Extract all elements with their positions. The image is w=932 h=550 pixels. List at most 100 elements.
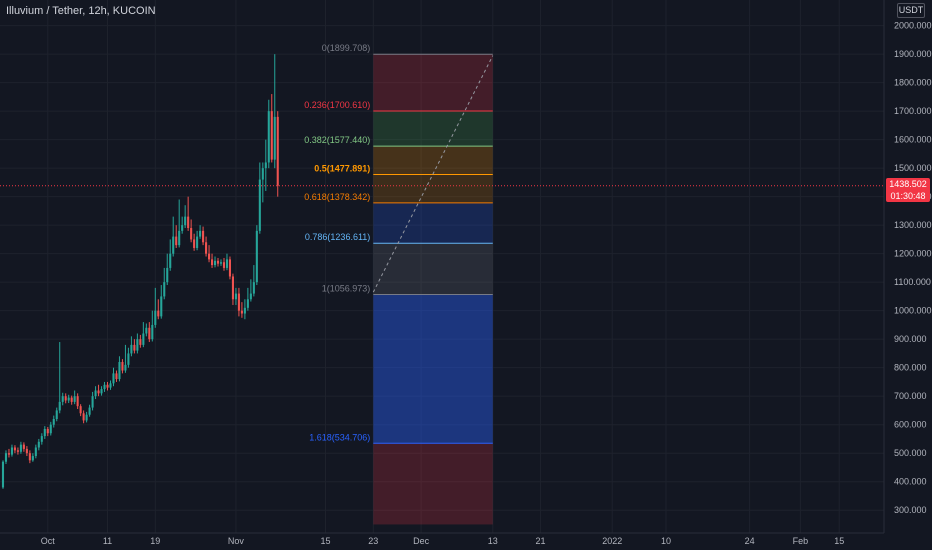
candle-body[interactable] xyxy=(175,237,177,246)
candle-body[interactable] xyxy=(109,383,111,387)
candle-body[interactable] xyxy=(190,228,192,239)
candle-body[interactable] xyxy=(26,449,28,453)
candle-body[interactable] xyxy=(163,282,165,296)
candle-body[interactable] xyxy=(20,445,22,452)
candle-body[interactable] xyxy=(133,345,135,351)
candle-body[interactable] xyxy=(148,328,150,339)
fib-level-label: 0(1899.708) xyxy=(322,43,371,53)
candle-body[interactable] xyxy=(259,180,261,231)
candle-body[interactable] xyxy=(277,117,279,186)
candle-body[interactable] xyxy=(74,396,76,402)
candle-body[interactable] xyxy=(136,339,138,350)
candle-body[interactable] xyxy=(241,311,243,314)
candle-body[interactable] xyxy=(217,261,219,264)
candle-body[interactable] xyxy=(232,276,234,299)
candle-body[interactable] xyxy=(223,262,225,268)
candle-body[interactable] xyxy=(121,362,123,371)
candle-body[interactable] xyxy=(250,294,252,300)
candle-body[interactable] xyxy=(5,453,7,462)
candle-body[interactable] xyxy=(199,231,201,237)
candle-body[interactable] xyxy=(56,410,58,419)
candle-body[interactable] xyxy=(35,447,37,456)
candle-body[interactable] xyxy=(100,389,102,393)
candle-body[interactable] xyxy=(226,259,228,268)
candle-body[interactable] xyxy=(59,402,61,411)
candle-body[interactable] xyxy=(50,425,52,434)
candle-body[interactable] xyxy=(181,225,183,231)
candle-body[interactable] xyxy=(274,117,276,160)
candle-body[interactable] xyxy=(256,231,258,282)
candle-body[interactable] xyxy=(142,333,144,344)
bar-countdown: 01:30:48 xyxy=(886,190,930,202)
candle-body[interactable] xyxy=(68,398,70,401)
candle-body[interactable] xyxy=(247,299,249,308)
candle-body[interactable] xyxy=(38,442,40,448)
candle-body[interactable] xyxy=(77,396,79,406)
candle-body[interactable] xyxy=(17,450,19,451)
candle-body[interactable] xyxy=(11,447,13,454)
candle-body[interactable] xyxy=(23,445,25,449)
candle-body[interactable] xyxy=(265,162,267,168)
candle-body[interactable] xyxy=(211,259,213,265)
candle-body[interactable] xyxy=(208,254,210,260)
candle-body[interactable] xyxy=(235,294,237,300)
candle-body[interactable] xyxy=(118,362,120,379)
candle-body[interactable] xyxy=(157,311,159,317)
candle-body[interactable] xyxy=(92,396,94,407)
candle-body[interactable] xyxy=(127,353,129,364)
candle-body[interactable] xyxy=(220,262,222,263)
price-axis-tick-label: 800.000 xyxy=(894,363,927,373)
candle-body[interactable] xyxy=(169,254,171,268)
time-axis-tick-label: 24 xyxy=(745,536,755,546)
candle-body[interactable] xyxy=(166,268,168,282)
candle-body[interactable] xyxy=(106,385,108,388)
candle-body[interactable] xyxy=(139,339,141,345)
candle-body[interactable] xyxy=(187,217,189,228)
candle-body[interactable] xyxy=(130,345,132,354)
candle-body[interactable] xyxy=(178,231,180,245)
candle-body[interactable] xyxy=(145,328,147,334)
candle-body[interactable] xyxy=(80,406,82,413)
candle-body[interactable] xyxy=(271,111,273,159)
candle-body[interactable] xyxy=(112,373,114,383)
candle-body[interactable] xyxy=(268,111,270,162)
candle-body[interactable] xyxy=(98,390,100,393)
candle-body[interactable] xyxy=(41,436,43,442)
candle-body[interactable] xyxy=(95,390,97,396)
candle-body[interactable] xyxy=(32,456,34,460)
candle-body[interactable] xyxy=(205,242,207,253)
candle-body[interactable] xyxy=(262,168,264,179)
candle-body[interactable] xyxy=(2,462,4,488)
candle-body[interactable] xyxy=(214,261,216,265)
candle-body[interactable] xyxy=(29,453,31,460)
currency-badge[interactable]: USDT xyxy=(897,3,925,18)
candle-body[interactable] xyxy=(193,239,195,248)
candle-body[interactable] xyxy=(115,373,117,379)
candle-body[interactable] xyxy=(44,429,46,436)
candle-body[interactable] xyxy=(196,237,198,248)
candle-body[interactable] xyxy=(53,419,55,425)
candle-body[interactable] xyxy=(253,282,255,293)
candle-body[interactable] xyxy=(103,385,105,389)
candle-body[interactable] xyxy=(244,308,246,314)
candle-body[interactable] xyxy=(124,365,126,371)
candle-body[interactable] xyxy=(8,453,10,454)
candle-body[interactable] xyxy=(154,311,156,325)
candle-body[interactable] xyxy=(202,231,204,242)
candle-body[interactable] xyxy=(14,447,16,450)
candle-body[interactable] xyxy=(47,429,49,433)
candle-body[interactable] xyxy=(65,396,67,400)
fib-zone xyxy=(373,146,492,174)
candle-body[interactable] xyxy=(238,294,240,311)
candle-body[interactable] xyxy=(160,296,162,316)
candle-body[interactable] xyxy=(83,413,85,420)
candle-body[interactable] xyxy=(229,259,231,276)
candle-body[interactable] xyxy=(89,408,91,415)
candle-body[interactable] xyxy=(86,415,88,421)
candle-body[interactable] xyxy=(184,217,186,226)
candle-body[interactable] xyxy=(172,237,174,254)
candle-body[interactable] xyxy=(151,325,153,339)
candle-body[interactable] xyxy=(62,396,64,402)
candle-body[interactable] xyxy=(71,398,73,402)
